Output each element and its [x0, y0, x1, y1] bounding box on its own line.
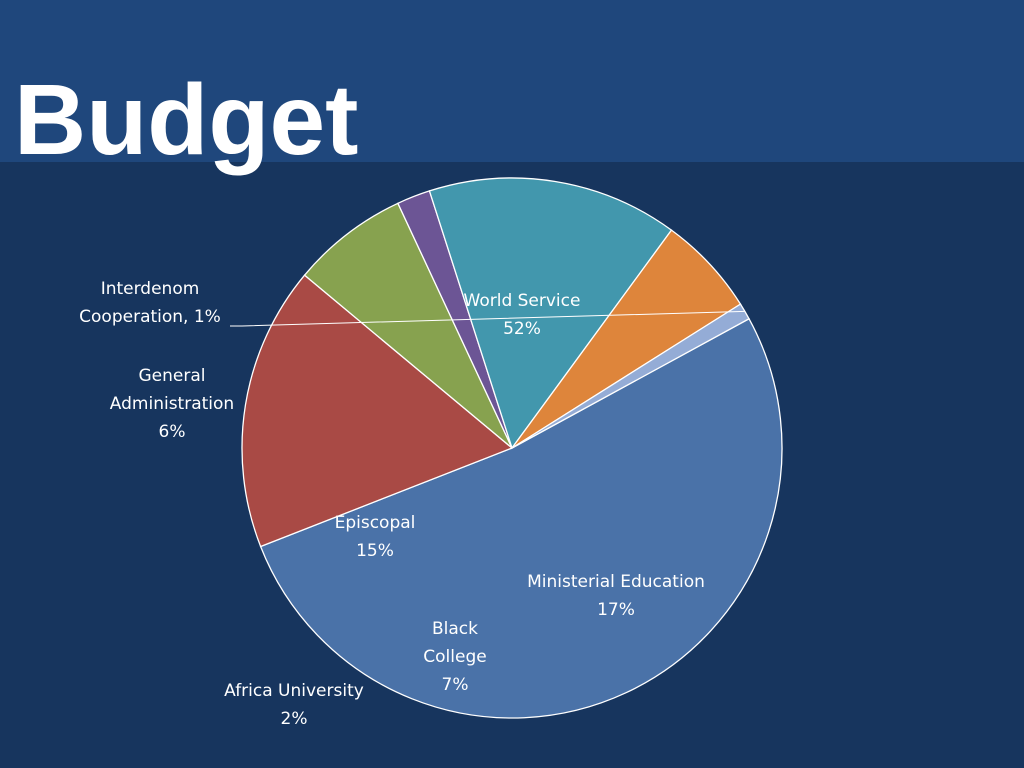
slide-title: Budget — [14, 64, 359, 176]
pie-label-general-administration: General Administration 6% — [110, 366, 234, 442]
pie-label-ministerial-education: Ministerial Education 17% — [527, 572, 705, 620]
pie-label-interdenom: Interdenom Cooperation, 1% — [79, 279, 221, 327]
pie-labels: World Service 52% Ministerial Education 17%… — [79, 279, 745, 729]
pie-label-world-service: World Service 52% — [464, 291, 581, 339]
pie-label-africa-university: Africa University 2% — [224, 681, 364, 729]
pie-slice-episcopal — [428, 177, 673, 450]
pie-label-black-college: Black College 7% — [423, 619, 486, 695]
pie-slice-black-college — [303, 202, 513, 449]
pie-slice-ministerial-education — [241, 274, 514, 548]
header-band — [0, 0, 1024, 162]
leader-line-interdenom — [230, 310, 745, 327]
pie-label-episcopal: Episcopal 15% — [335, 513, 416, 561]
pie-slice-world-service — [259, 317, 783, 719]
pie-slices — [241, 177, 783, 719]
